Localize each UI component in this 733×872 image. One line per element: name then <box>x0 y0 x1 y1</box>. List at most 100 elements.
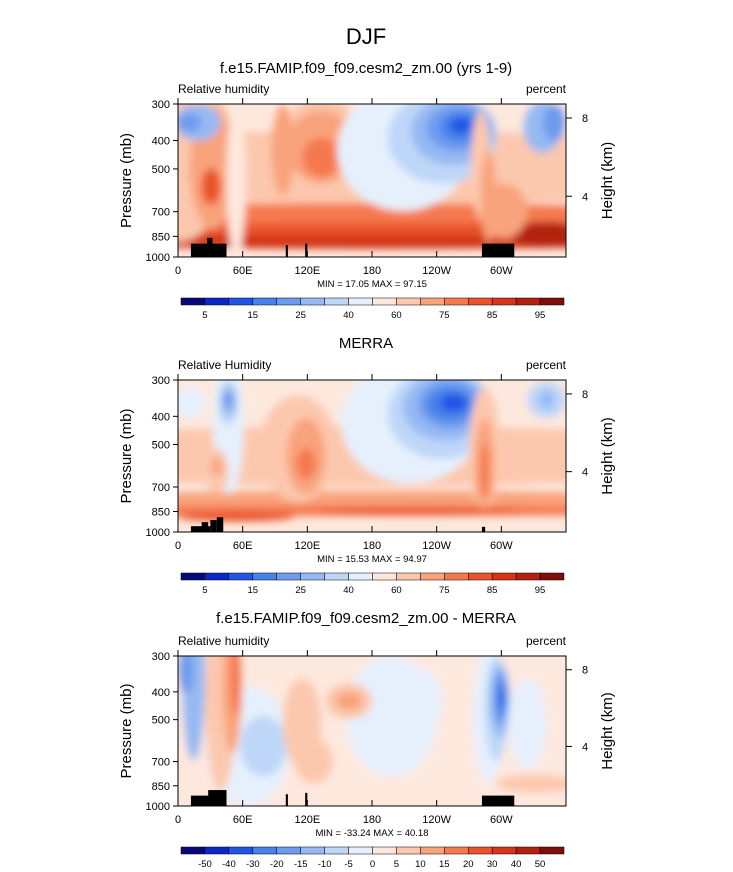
topography-mask <box>285 794 288 806</box>
topography-mask <box>210 520 217 532</box>
y-tick-label: 400 <box>152 687 170 699</box>
y-axis-title: Pressure (mb) <box>118 683 135 778</box>
contour-field <box>178 380 566 532</box>
topography-mask <box>481 795 515 806</box>
colorbar-label: 75 <box>439 310 450 321</box>
contour-band <box>480 183 528 239</box>
panel-2: MERRA Relative Humidity percent 0 60E 120E 180… <box>118 335 616 596</box>
colorbar-label: -10 <box>318 859 332 870</box>
topography-mask <box>481 243 515 257</box>
colorbar-label: 15 <box>248 310 259 321</box>
y-tick-label: 1000 <box>146 801 170 813</box>
colorbar-box <box>300 846 325 855</box>
colorbar-box <box>515 846 541 855</box>
contour-band <box>479 443 490 499</box>
contour-band <box>302 137 341 178</box>
colorbar-box <box>348 846 373 855</box>
x-tick-label: 120W <box>422 265 451 277</box>
height-tick-label: 4 <box>582 191 588 203</box>
colorbar-box <box>228 297 254 306</box>
y-axis-title: Pressure (mb) <box>118 133 135 228</box>
x-tick-label: 0 <box>175 814 181 826</box>
x-tick-label: 120W <box>422 814 451 826</box>
y-axis-title-right: Height (km) <box>599 142 616 220</box>
colorbar-box <box>204 846 230 855</box>
height-tick-label: 4 <box>582 741 588 753</box>
colorbar: 5 15 25 40 60 75 85 95 <box>180 572 565 596</box>
colorbar-box <box>372 297 397 306</box>
colorbar-label: 95 <box>535 310 546 321</box>
units-label: percent <box>526 358 567 372</box>
contour-band <box>296 448 316 479</box>
colorbar-label: 40 <box>343 585 354 596</box>
contour-band <box>395 668 442 734</box>
topography-mask <box>207 237 213 257</box>
contour-bands <box>178 380 566 522</box>
panel-title: f.e15.FAMIP.f09_f09.cesm2_zm.00 (yrs 1-9… <box>220 60 512 77</box>
y-tick-label: 500 <box>152 439 170 451</box>
height-tick-label: 4 <box>582 467 588 479</box>
colorbar-box <box>252 297 277 306</box>
contour-band <box>178 512 295 522</box>
colorbar-label: -40 <box>222 859 236 870</box>
colorbar-box <box>252 846 277 855</box>
x-tick-label: 180 <box>363 265 381 277</box>
season-title: DJF <box>346 24 386 49</box>
colorbar-label: -5 <box>344 859 352 870</box>
topography-mask <box>190 526 211 532</box>
topography-mask <box>201 522 209 532</box>
colorbar-box <box>348 572 373 581</box>
height-tick-label: 8 <box>582 113 588 125</box>
variable-label: Relative Humidity <box>178 358 271 372</box>
panel-3: f.e15.FAMIP.f09_f09.cesm2_zm.00 - MERRA R… <box>118 610 616 870</box>
y-tick-label: 300 <box>152 99 170 111</box>
panel-1: f.e15.FAMIP.f09_f09.cesm2_zm.00 (yrs 1-9… <box>118 60 616 321</box>
colorbar-label: 85 <box>487 585 498 596</box>
contour-band <box>201 168 221 205</box>
colorbar-label: 40 <box>511 859 522 870</box>
x-tick-label: 60W <box>490 814 513 826</box>
contour-band <box>240 716 287 776</box>
x-tick-label: 60W <box>490 540 513 552</box>
colorbar-box <box>396 846 421 855</box>
y-tick-label: 700 <box>152 757 170 769</box>
x-tick-label: 180 <box>363 540 381 552</box>
colorbar-label: 30 <box>487 859 498 870</box>
x-tick-label: 0 <box>175 265 181 277</box>
y-tick-label: 500 <box>152 164 170 176</box>
y-tick-label: 300 <box>152 375 170 387</box>
colorbar-label: 15 <box>248 585 259 596</box>
colorbar-box <box>180 297 206 306</box>
x-tick-label: 120E <box>294 540 320 552</box>
contour-band <box>439 393 468 412</box>
contour-band <box>178 656 194 694</box>
min-max-stats: MIN = -33.24 MAX = 40.18 <box>315 828 428 839</box>
colorbar-label: -30 <box>246 859 260 870</box>
contour-band <box>210 457 223 476</box>
colorbar: -50 -40 -30 -20 -15 -10 -5 0 5 10 15 20 30 40 50 <box>180 846 565 870</box>
x-tick-label: 60E <box>233 265 253 277</box>
colorbar: 5 15 25 40 60 75 85 95 <box>180 297 565 321</box>
colorbar-box <box>468 297 493 306</box>
colorbar-box <box>228 572 254 581</box>
colorbar-label: 85 <box>487 310 498 321</box>
y-tick-label: 700 <box>152 482 170 494</box>
colorbar-label: 25 <box>295 585 306 596</box>
colorbar-label: 10 <box>415 859 426 870</box>
contour-band <box>226 104 246 257</box>
colorbar-box <box>396 297 421 306</box>
contour-band <box>178 113 202 132</box>
height-tick-label: 8 <box>582 389 588 401</box>
colorbar-box <box>204 572 230 581</box>
colorbar-label: 60 <box>391 310 402 321</box>
colorbar-box <box>372 846 397 855</box>
topography-mask <box>216 517 224 532</box>
colorbar-box <box>228 846 254 855</box>
colorbar-box <box>444 572 469 581</box>
colorbar-label: -20 <box>270 859 284 870</box>
topography-mask <box>481 526 486 532</box>
x-tick-label: 180 <box>363 814 381 826</box>
colorbar-label: 5 <box>202 310 207 321</box>
